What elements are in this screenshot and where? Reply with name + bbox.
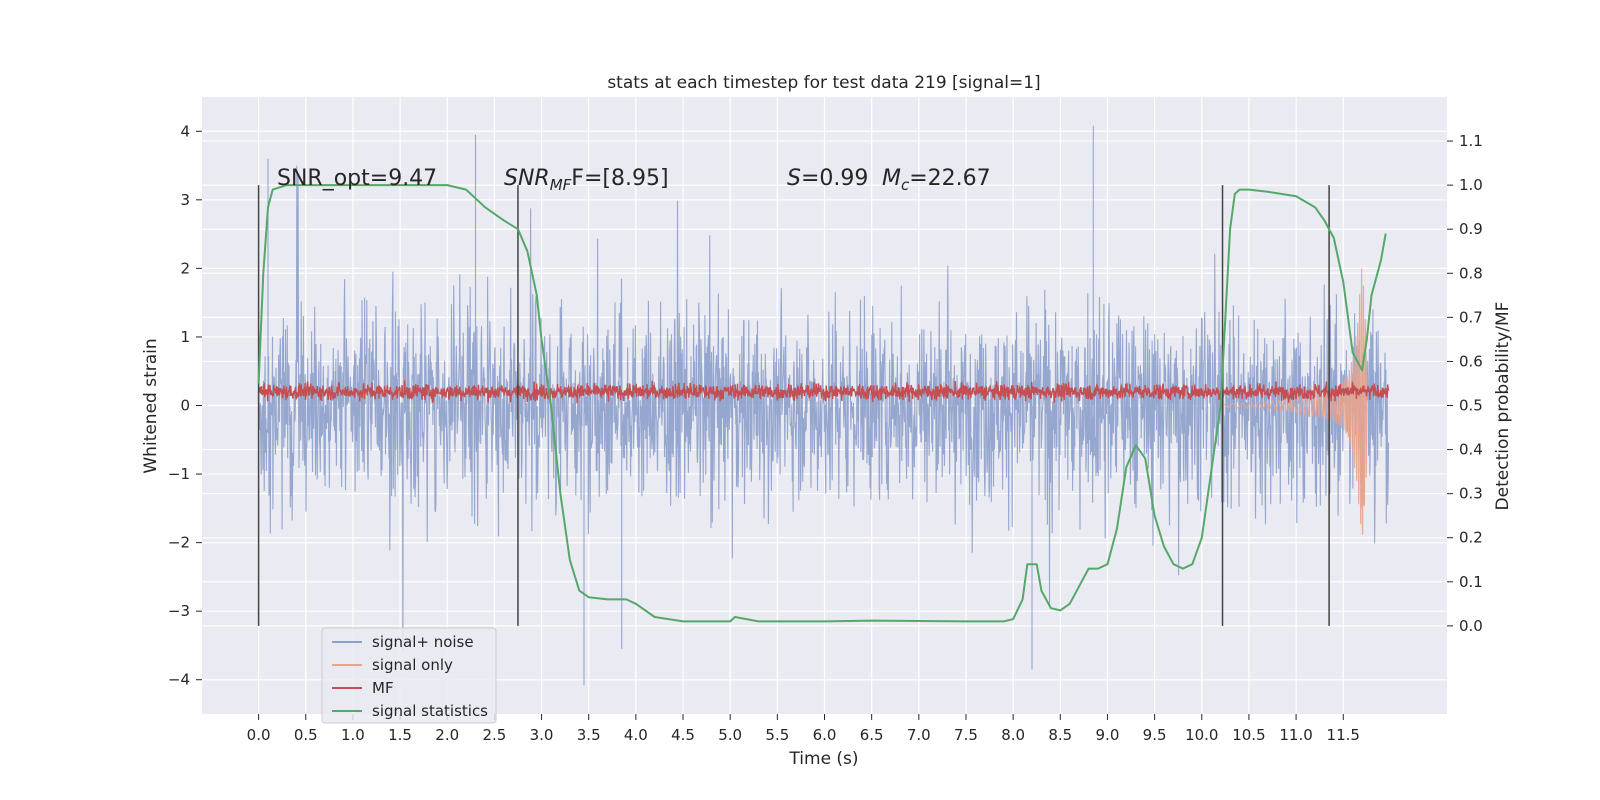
y-left-tick-label-8: −4 xyxy=(168,671,190,689)
x-tick-label-6: 3.0 xyxy=(530,726,554,744)
y-left-tick-label-3: 1 xyxy=(180,328,190,346)
x-tick-label-7: 3.5 xyxy=(577,726,601,744)
annotation-snr-mf-sub: MF xyxy=(550,176,572,194)
chart-title: stats at each timestep for test data 219… xyxy=(607,73,1040,93)
x-tick-label-10: 5.0 xyxy=(718,726,742,744)
y-right-tick-label-5: 0.6 xyxy=(1459,352,1483,370)
x-axis-ticks: 0.0 0.5 1.0 1.5 2.0 2.5 3.0 3.5 4.0 4.5 5.0 5.5 6.0 6… xyxy=(247,714,1360,744)
x-axis-label: Time (s) xyxy=(788,749,858,769)
x-tick-label-1: 0.5 xyxy=(294,726,318,744)
mf-line xyxy=(257,380,1390,404)
x-tick-label-0: 0.0 xyxy=(247,726,271,744)
y-right-tick-label-11: 0.0 xyxy=(1459,617,1483,635)
annotation-s-label: S xyxy=(787,166,801,191)
y-right-tick-label-7: 0.4 xyxy=(1459,441,1483,459)
x-tick-label-2: 1.0 xyxy=(341,726,365,744)
annotation-s-value: =0.99 xyxy=(801,166,868,191)
legend: signal+ noise signal only MF signal stat… xyxy=(321,627,497,724)
legend-frame xyxy=(321,627,497,724)
y-right-tick-label-2: 0.9 xyxy=(1459,220,1483,238)
signal-noise-line xyxy=(258,125,1390,686)
x-tick-label-19: 9.5 xyxy=(1143,726,1167,744)
series-signal-noise xyxy=(258,125,1390,686)
annotation-snr-mf-value: F=[8.95] xyxy=(571,166,668,191)
annotation-mc-value: =22.67 xyxy=(909,166,990,191)
annotation-mc: Mc=22.67 xyxy=(882,166,991,194)
x-tick-label-18: 9.0 xyxy=(1096,726,1120,744)
y-left-tick-label-4: 0 xyxy=(180,397,190,415)
y-axis-left-label: Whitened strain xyxy=(141,338,161,473)
x-tick-label-4: 2.0 xyxy=(435,726,459,744)
annotation-snr-mf-label: SNR xyxy=(504,166,550,191)
annotation-mc-sub: c xyxy=(901,176,910,194)
legend-label-signal-noise: signal+ noise xyxy=(372,633,474,651)
y-right-tick-label-3: 0.8 xyxy=(1459,264,1483,282)
x-tick-label-15: 7.5 xyxy=(954,726,978,744)
annotation-snr-opt: SNR_opt=9.47 xyxy=(277,166,437,191)
y-left-tick-label-2: 2 xyxy=(180,259,190,277)
legend-label-mf: MF xyxy=(372,679,394,697)
annotation-s: S=0.99 xyxy=(787,166,868,191)
legend-label-signal-statistics: signal statistics xyxy=(372,702,488,720)
x-tick-label-3: 1.5 xyxy=(388,726,412,744)
y-axis-right-label: Detection probability/MF xyxy=(1493,302,1513,511)
series-mf xyxy=(257,380,1390,404)
y-right-tick-label-1: 1.0 xyxy=(1459,176,1483,194)
y-left-tick-label-5: −1 xyxy=(168,465,190,483)
x-tick-label-22: 11.0 xyxy=(1279,726,1312,744)
x-tick-label-17: 8.5 xyxy=(1048,726,1072,744)
y-right-tick-label-6: 0.5 xyxy=(1459,397,1483,415)
x-tick-label-8: 4.0 xyxy=(624,726,648,744)
x-tick-label-16: 8.0 xyxy=(1001,726,1025,744)
y-axis-left-ticks: 4 3 2 1 0 −1 −2 −3 −4 xyxy=(168,122,202,689)
x-tick-label-14: 7.0 xyxy=(907,726,931,744)
y-right-tick-label-8: 0.3 xyxy=(1459,485,1483,503)
y-right-tick-label-9: 0.2 xyxy=(1459,529,1483,547)
y-right-tick-label-0: 1.1 xyxy=(1459,132,1483,150)
x-tick-label-21: 10.5 xyxy=(1232,726,1265,744)
y-left-tick-label-0: 4 xyxy=(180,122,190,140)
signal-statistics-line xyxy=(257,184,1387,623)
annotation-mc-label: M xyxy=(882,166,901,191)
y-left-tick-label-7: −3 xyxy=(168,602,190,620)
legend-label-signal-only: signal only xyxy=(372,656,453,674)
y-left-tick-label-6: −2 xyxy=(168,534,190,552)
x-tick-label-12: 6.0 xyxy=(813,726,837,744)
series-signal-statistics xyxy=(257,184,1387,623)
annotation-snr-mf: SNRMFF=[8.95] xyxy=(504,166,669,194)
y-right-tick-label-4: 0.7 xyxy=(1459,308,1483,326)
x-tick-label-5: 2.5 xyxy=(482,726,506,744)
x-tick-label-9: 4.5 xyxy=(671,726,695,744)
y-right-tick-label-10: 0.1 xyxy=(1459,573,1483,591)
x-tick-label-11: 5.5 xyxy=(765,726,789,744)
y-axis-right-ticks: 1.1 1.0 0.9 0.8 0.7 0.6 0.5 0.4 0.3 0.2 0.1 0.0 xyxy=(1447,132,1483,635)
y-left-tick-label-1: 3 xyxy=(180,191,190,209)
x-tick-label-13: 6.5 xyxy=(860,726,884,744)
x-tick-label-20: 10.0 xyxy=(1185,726,1218,744)
x-tick-label-23: 11.5 xyxy=(1327,726,1360,744)
vertical-markers xyxy=(257,185,1330,626)
